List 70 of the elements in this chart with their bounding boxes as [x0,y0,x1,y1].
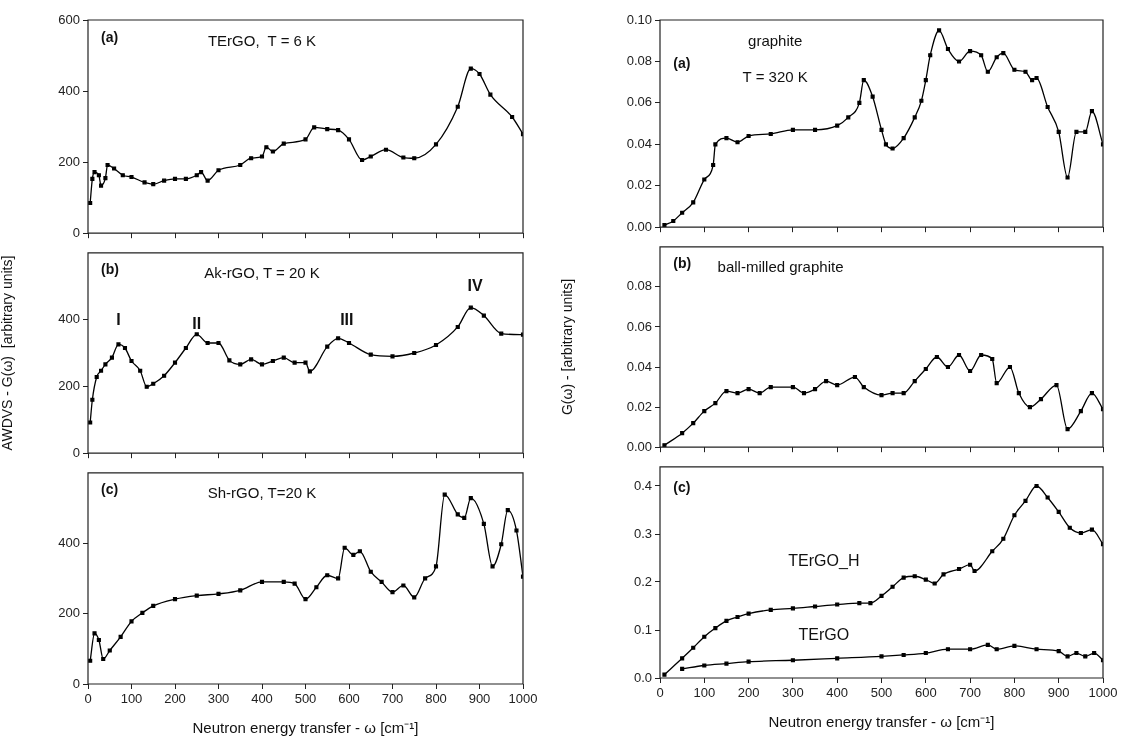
x-tick-label: 200 [164,691,186,707]
annotation: I [116,311,121,329]
y-tick-label: 0.00 [626,438,652,454]
y-tick-label: 0 [72,224,80,240]
y-tick-label: 0.00 [626,218,652,234]
y-tick-label: 0.10 [626,11,652,27]
y-tick-label: 0.06 [626,94,652,110]
x-tick-label: 500 [870,685,893,701]
text: Sh-rGO, T=20 K [207,484,317,502]
y-tick-label: 0.08 [626,278,652,294]
x-axis-title: Neutron energy transfer - ω [cm⁻¹] [192,719,419,737]
text: Ak-rGO, T = 20 K [204,264,320,282]
x-axis-title: Neutron energy transfer - ω [cm⁻¹] [768,713,995,731]
x-tick-label: 400 [251,691,273,707]
x-tick-label: 200 [737,685,760,701]
annotation: (c) [673,479,691,496]
annotation: TErGO_H [788,551,860,570]
x-tick-label: 0 [84,691,92,707]
y-tick-label: 0.02 [626,398,652,414]
text: graphite [748,31,803,49]
y-tick-label: 200 [58,377,80,393]
x-tick-label: 600 [338,691,360,707]
annotation: (b) [673,254,692,271]
annotation: TErGO [798,625,850,643]
annotation: IV [467,277,484,295]
annotation: II [192,315,202,333]
x-tick-label: 800 [425,691,447,707]
text: TErGO, T = 6 K [207,31,317,49]
y-tick-label: 0.08 [626,53,652,69]
y-tick-label: 0.02 [626,177,652,193]
annotation: (a) [101,28,119,45]
x-tick-label: 500 [294,691,317,707]
x-tick-label: 800 [1003,685,1026,701]
x-tick-label: 600 [914,685,937,701]
x-tick-label: 900 [468,691,491,707]
x-tick-label: 1000 [508,691,538,707]
y-tick-label: 0 [72,444,80,460]
annotation: (a) [673,55,691,72]
x-tick-label: 300 [782,685,804,701]
y-tick-label: 400 [58,311,80,327]
x-tick-label: 900 [1047,685,1070,701]
annotation: (b) [101,260,119,277]
x-tick-label: 0 [656,685,664,701]
y-axis-title: AWDVS - G(ω) [arbitrary units] [0,255,16,451]
annotation: (c) [101,481,119,498]
annotation: III [340,311,354,329]
y-tick-label: 0.2 [633,573,652,589]
y-tick-label: 200 [58,153,80,169]
text: ball-milled graphite [717,258,844,276]
y-tick-label: 0 [72,675,80,691]
x-tick-label: 1000 [1088,685,1118,701]
x-tick-label: 400 [826,685,849,701]
x-tick-label: 300 [207,691,230,707]
x-tick-label: 700 [959,685,981,701]
x-tick-label: 700 [381,691,404,707]
y-axis-title: G(ω) - [arbitrary units] [559,278,576,416]
y-tick-label: 0.04 [626,358,652,374]
y-tick-label: 0.3 [633,525,652,541]
y-tick-label: 0.4 [633,477,652,493]
y-tick-label: 600 [58,11,80,27]
y-tick-label: 0.0 [633,669,652,685]
y-tick-label: 0.06 [626,318,652,334]
x-tick-label: 100 [693,685,716,701]
text: T = 320 K [742,67,808,85]
y-tick-label: 0.04 [626,135,652,151]
y-tick-label: 200 [58,605,80,621]
y-tick-label: 400 [58,82,80,98]
y-tick-label: 400 [58,534,80,550]
x-tick-label: 100 [120,691,143,707]
y-tick-label: 0.1 [633,621,652,637]
